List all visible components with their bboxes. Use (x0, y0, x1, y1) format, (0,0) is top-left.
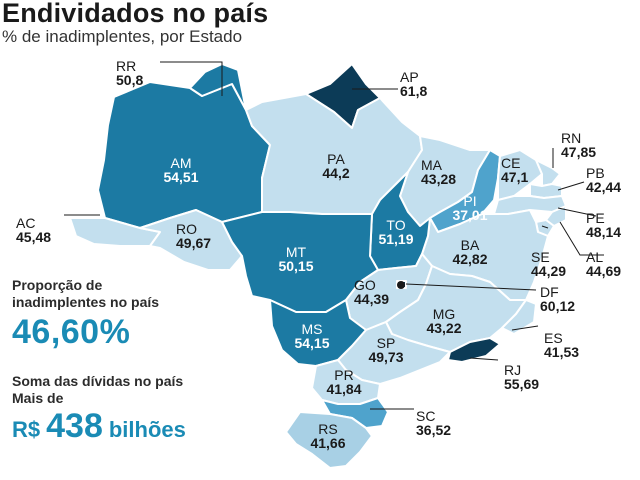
proportion-value: 46,60% (12, 313, 131, 351)
state-label-ba: BA 42,82 (452, 237, 488, 267)
state-shape-es (501, 299, 537, 335)
leader-line-al (559, 221, 604, 256)
leader-line-rj (469, 357, 499, 361)
state-label-ms: MS 54,15 (294, 321, 330, 351)
state-shape-al (545, 205, 567, 227)
state-label-ro: RO 49,67 (176, 221, 212, 251)
state-label-pr: PR 41,84 (326, 367, 362, 397)
leader-line-es (511, 325, 539, 331)
leader-line-df (405, 283, 537, 291)
leader-line-se (541, 225, 549, 229)
df-marker (397, 281, 405, 289)
debt-unit: bilhões (108, 417, 186, 442)
leader-line-pb (557, 181, 585, 191)
state-label-am: AM 54,51 (163, 155, 199, 185)
debt-value: 438 (46, 407, 103, 445)
state-shape-rs (285, 411, 373, 469)
state-label-pb: PB 42,44 (586, 165, 622, 195)
state-label-rn: RN 47,85 (561, 130, 597, 160)
state-label-mg: MG 43,22 (426, 306, 462, 336)
state-label-se: SE 44,29 (531, 249, 567, 279)
state-label-mt: MT 50,15 (278, 244, 314, 274)
debt-label-line2: Mais de (12, 390, 64, 406)
state-label-ap: AP 61,8 (400, 69, 428, 99)
state-label-pa: PA 44,2 (322, 151, 350, 181)
debt-total-block: Soma das dívidas no país Mais de R$ 438 bi… (12, 373, 186, 446)
state-label-ac: AC 45,48 (16, 215, 52, 245)
debt-label-line1: Soma das dívidas no país (12, 373, 184, 389)
debt-currency: R$ (12, 417, 41, 442)
state-label-sc: SC 36,52 (416, 408, 452, 438)
state-shape-ro (139, 209, 243, 271)
state-shape-rr (189, 63, 247, 111)
state-label-rr: RR 50,8 (116, 58, 144, 88)
leader-line-rr (160, 61, 223, 96)
state-label-rj: RJ 55,69 (504, 362, 540, 392)
state-label-pe: PE 48,14 (586, 210, 622, 240)
proportion-label: Proporção de inadimplentes no país (12, 277, 160, 310)
state-label-es: ES 41,53 (544, 330, 580, 360)
state-label-to: TO 51,19 (378, 217, 414, 247)
state-label-rs: RS 41,66 (310, 421, 346, 451)
state-label-sp: SP 49,73 (368, 335, 404, 365)
page-title: Endividados no país (2, 0, 269, 28)
state-label-ma: MA 43,28 (421, 157, 457, 187)
state-label-df: DF 60,12 (540, 284, 576, 314)
state-shape-rj (447, 337, 501, 363)
state-label-ce: CE 47,1 (501, 155, 529, 185)
state-label-al: AL 44,69 (586, 249, 622, 279)
leader-line-pe (557, 207, 597, 217)
state-label-go: GO 44,39 (354, 277, 390, 307)
page-subtitle: % de inadimplentes, por Estado (2, 27, 243, 46)
debt-amount: R$ 438 bilhões (12, 407, 186, 446)
national-proportion-block: Proporção de inadimplentes no país 46,60… (12, 277, 172, 352)
state-label-pi: PI 37,01 (452, 193, 488, 223)
